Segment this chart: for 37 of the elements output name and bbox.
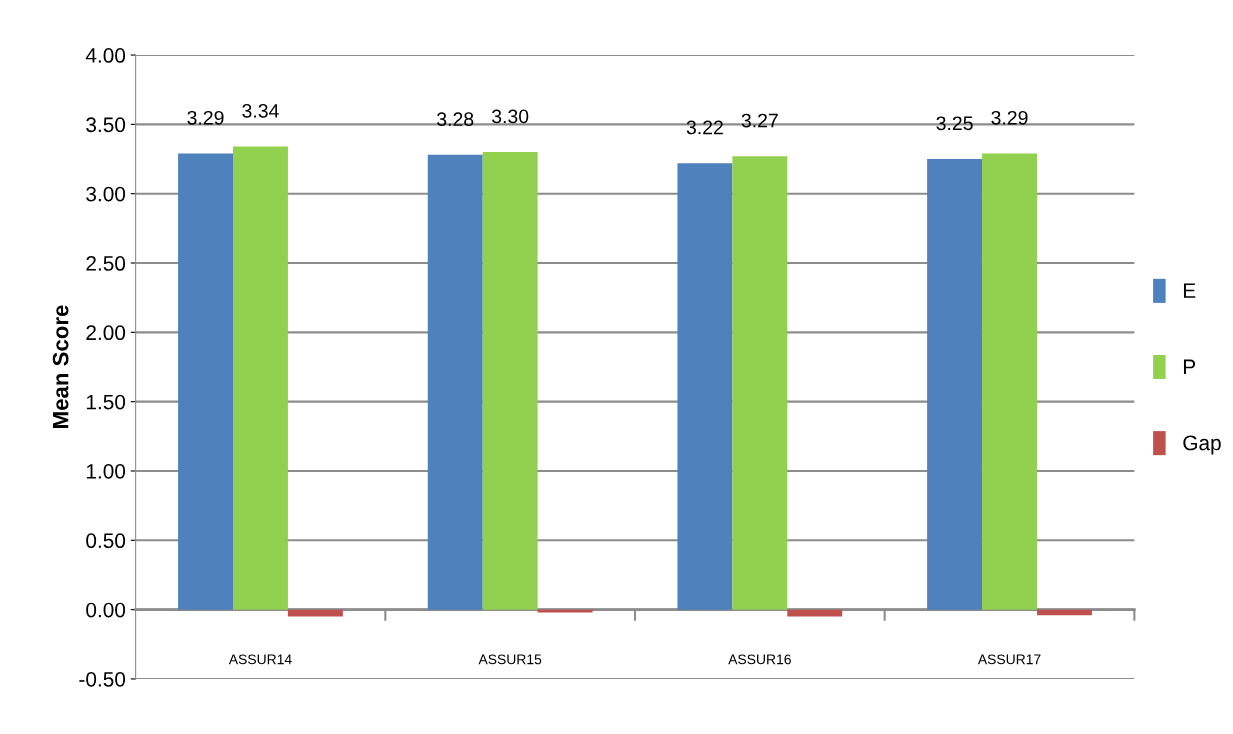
y-tick-label: -0.50 (79, 671, 126, 687)
bar (1036, 609, 1092, 616)
bar (982, 153, 1037, 610)
y-tick-label: 4.00 (85, 48, 126, 63)
data-label: 3.27 (741, 113, 778, 128)
legend-label: P (1183, 359, 1196, 374)
bar (287, 609, 343, 617)
bar (677, 163, 733, 610)
data-label: 3.34 (242, 103, 279, 118)
y-tick-label: 0.50 (86, 533, 126, 549)
bar (233, 146, 288, 610)
y-tick-label: 2.00 (86, 325, 126, 341)
data-label: 3.29 (991, 110, 1028, 125)
bar (427, 154, 483, 610)
x-tick-label: ASSUR15 (478, 654, 542, 665)
legend-label: Gap (1183, 435, 1221, 455)
data-label: 3.30 (491, 109, 529, 124)
data-label: 3.29 (187, 110, 224, 125)
bar (482, 152, 538, 610)
y-tick-label: 0.00 (86, 602, 126, 618)
data-label: 3.28 (437, 112, 474, 127)
x-tick-label: ASSUR16 (728, 654, 791, 665)
y-tick-label: 3.50 (86, 117, 126, 133)
y-tick-label: 1.50 (86, 394, 126, 410)
bar (927, 159, 983, 610)
y-tick-label: 2.50 (86, 256, 126, 271)
y-axis-title: Mean Score (52, 305, 69, 428)
x-tick-label: ASSUR17 (977, 654, 1041, 665)
data-label: 3.22 (686, 120, 723, 135)
data-label: 3.25 (936, 116, 973, 131)
bar (732, 156, 788, 610)
y-tick-label: 1.00 (86, 463, 126, 479)
bar (178, 153, 234, 610)
legend-label: E (1183, 283, 1196, 298)
x-tick-label: ASSUR14 (228, 654, 292, 665)
bar (787, 609, 843, 617)
y-tick-label: 3.00 (86, 186, 126, 202)
